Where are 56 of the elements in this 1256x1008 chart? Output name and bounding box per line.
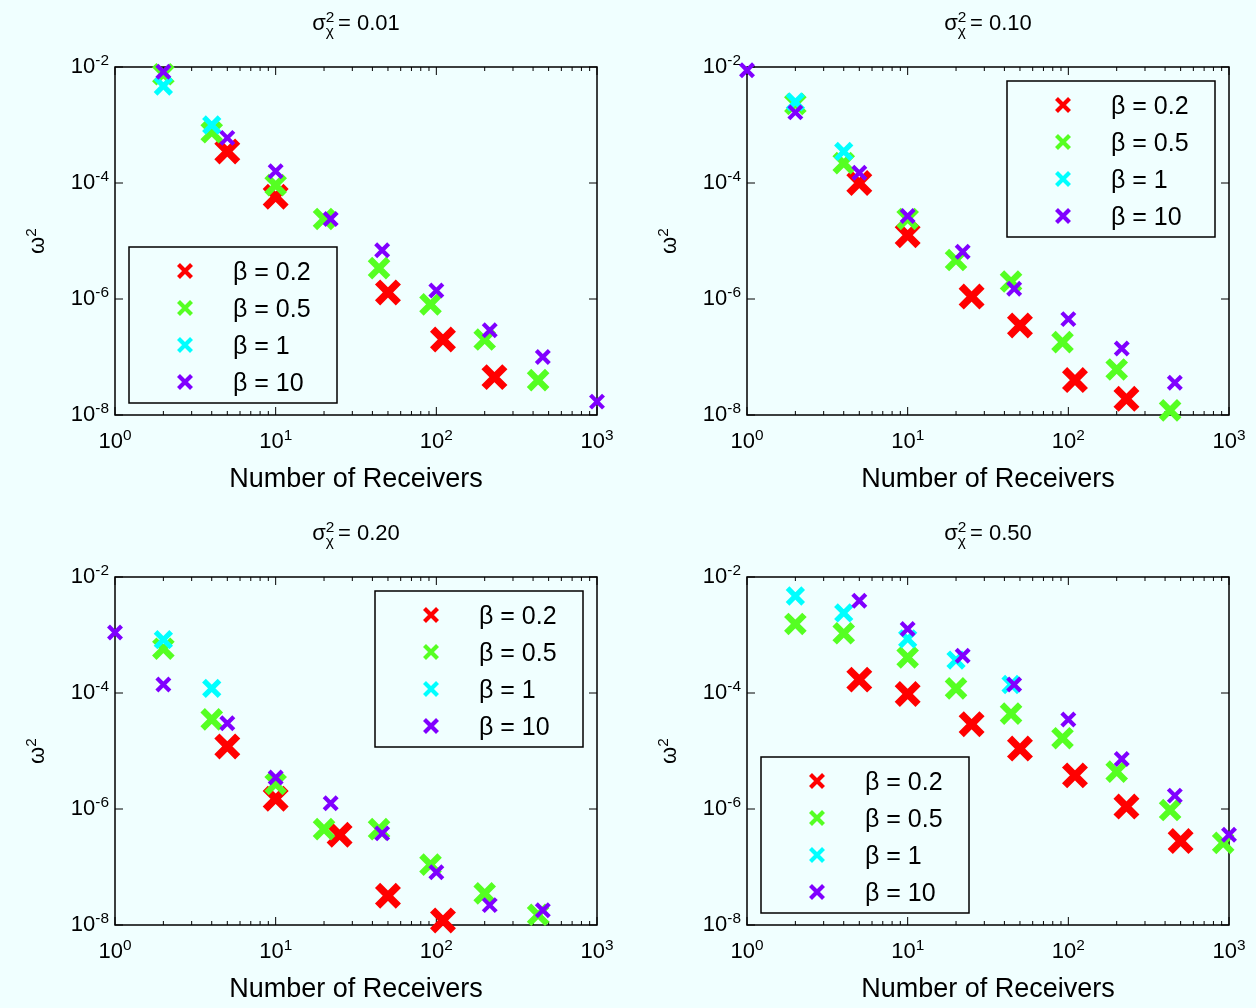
- y-tick-label: 10$^{-4}$: [702, 166, 742, 194]
- legend-label: β = 0.2: [233, 257, 311, 285]
- x-tick-label: 10$^{0}$: [730, 935, 764, 963]
- x-tick-label: 10$^{1}$: [259, 935, 293, 963]
- y-tick-label: 10$^{-8}$: [702, 908, 741, 936]
- legend-label: β = 0.5: [1111, 128, 1189, 156]
- legend-label: β = 1: [1111, 165, 1168, 193]
- legend-label: β = 10: [479, 712, 550, 740]
- x-tick-label: 10$^{1}$: [259, 425, 293, 453]
- x-tick-label: 10$^{3}$: [1212, 935, 1246, 963]
- x-tick-label: 10$^{0}$: [98, 935, 132, 963]
- legend-label: β = 1: [479, 675, 536, 703]
- x-tick-label: 10$^{2}$: [419, 425, 453, 453]
- y-tick-label: 10$^{-6}$: [70, 282, 109, 310]
- x-tick-label: 10$^{2}$: [1051, 425, 1085, 453]
- y-tick-label: 10$^{-6}$: [70, 792, 109, 820]
- legend-label: β = 10: [865, 878, 936, 906]
- y-tick-label: 10$^{-2}$: [702, 50, 741, 78]
- x-axis-title: Number of Receivers: [229, 973, 483, 1003]
- y-tick-label: 10$^{-2}$: [70, 560, 109, 588]
- x-tick-label: 10$^{0}$: [730, 425, 764, 453]
- x-tick-label: 10$^{1}$: [891, 935, 925, 963]
- y-tick-label: 10$^{-8}$: [702, 398, 741, 426]
- y-tick-label: 10$^{-8}$: [70, 398, 109, 426]
- legend-label: β = 10: [233, 368, 304, 396]
- chart-title: σ$^{2}$$_{χ}$ = 0.20: [312, 517, 400, 549]
- x-tick-label: 10$^{1}$: [891, 425, 925, 453]
- x-tick-label: 10$^{3}$: [580, 425, 614, 453]
- x-axis-title: Number of Receivers: [229, 463, 483, 493]
- legend-label: β = 10: [1111, 202, 1182, 230]
- x-tick-label: 10$^{2}$: [419, 935, 453, 963]
- y-tick-label: 10$^{-2}$: [702, 560, 741, 588]
- legend-label: β = 0.2: [479, 601, 557, 629]
- y-tick-label: 10$^{-6}$: [702, 792, 741, 820]
- chart-title: σ$^{2}$$_{χ}$ = 0.01: [312, 7, 400, 39]
- legend-label: β = 0.5: [479, 638, 557, 666]
- legend-label: β = 0.5: [865, 804, 943, 832]
- y-tick-label: 10$^{-6}$: [702, 282, 741, 310]
- x-tick-label: 10$^{3}$: [1212, 425, 1246, 453]
- y-tick-label: 10$^{-8}$: [70, 908, 109, 936]
- legend-label: β = 0.5: [233, 294, 311, 322]
- y-tick-label: 10$^{-4}$: [70, 676, 110, 704]
- x-tick-label: 10$^{2}$: [1051, 935, 1085, 963]
- legend-label: β = 0.2: [865, 767, 943, 795]
- chart-title: σ$^{2}$$_{χ}$ = 0.10: [944, 7, 1032, 39]
- legend-label: β = 1: [233, 331, 290, 359]
- x-tick-label: 10$^{0}$: [98, 425, 132, 453]
- legend-label: β = 0.2: [1111, 91, 1189, 119]
- legend-label: β = 1: [865, 841, 922, 869]
- x-axis-title: Number of Receivers: [861, 463, 1115, 493]
- y-tick-label: 10$^{-2}$: [70, 50, 109, 78]
- chart-title: σ$^{2}$$_{χ}$ = 0.50: [944, 517, 1032, 549]
- x-axis-title: Number of Receivers: [861, 973, 1115, 1003]
- y-tick-label: 10$^{-4}$: [70, 166, 110, 194]
- x-tick-label: 10$^{3}$: [580, 935, 614, 963]
- y-tick-label: 10$^{-4}$: [702, 676, 742, 704]
